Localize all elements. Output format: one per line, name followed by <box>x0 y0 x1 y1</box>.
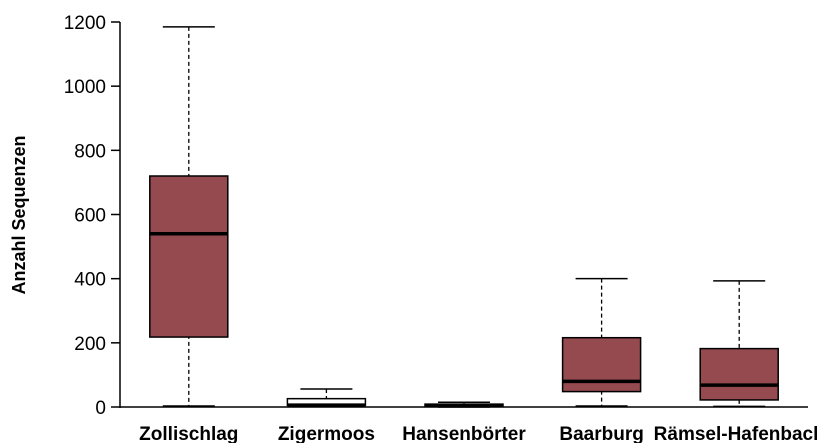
x-tick-label: Zigermoos <box>278 424 375 443</box>
x-axis: Zollischlag Zigermoos Hansenbörter Baarburg… <box>120 406 817 443</box>
y-tick-label: 800 <box>74 141 106 162</box>
x-tick-label: Baarburg <box>559 424 643 443</box>
box-series <box>149 26 779 408</box>
x-tick-label: Zollischlag <box>139 424 238 443</box>
box-4 <box>699 280 779 408</box>
y-axis: 0 200 400 600 800 1000 1200 <box>64 13 121 419</box>
y-tick-label: 0 <box>95 398 106 419</box>
box-iqr <box>699 347 779 401</box>
box-1 <box>286 388 367 408</box>
y-tick-label: 1200 <box>64 13 106 34</box>
box-iqr <box>561 336 642 393</box>
y-tick-label: 400 <box>74 270 106 291</box>
y-axis-title: Anzahl Sequenzen <box>9 135 29 294</box>
y-tick-label: 1000 <box>64 77 106 98</box>
x-tick-label: Hansenbörter <box>402 424 526 443</box>
x-tick-label: Rämsel-Hafenbach <box>654 424 817 443</box>
box-iqr <box>149 175 229 338</box>
box-0 <box>149 26 229 407</box>
y-tick-label: 200 <box>74 334 106 355</box>
box-2 <box>424 401 504 408</box>
y-tick-label: 600 <box>74 206 106 227</box>
box-3 <box>561 277 642 407</box>
